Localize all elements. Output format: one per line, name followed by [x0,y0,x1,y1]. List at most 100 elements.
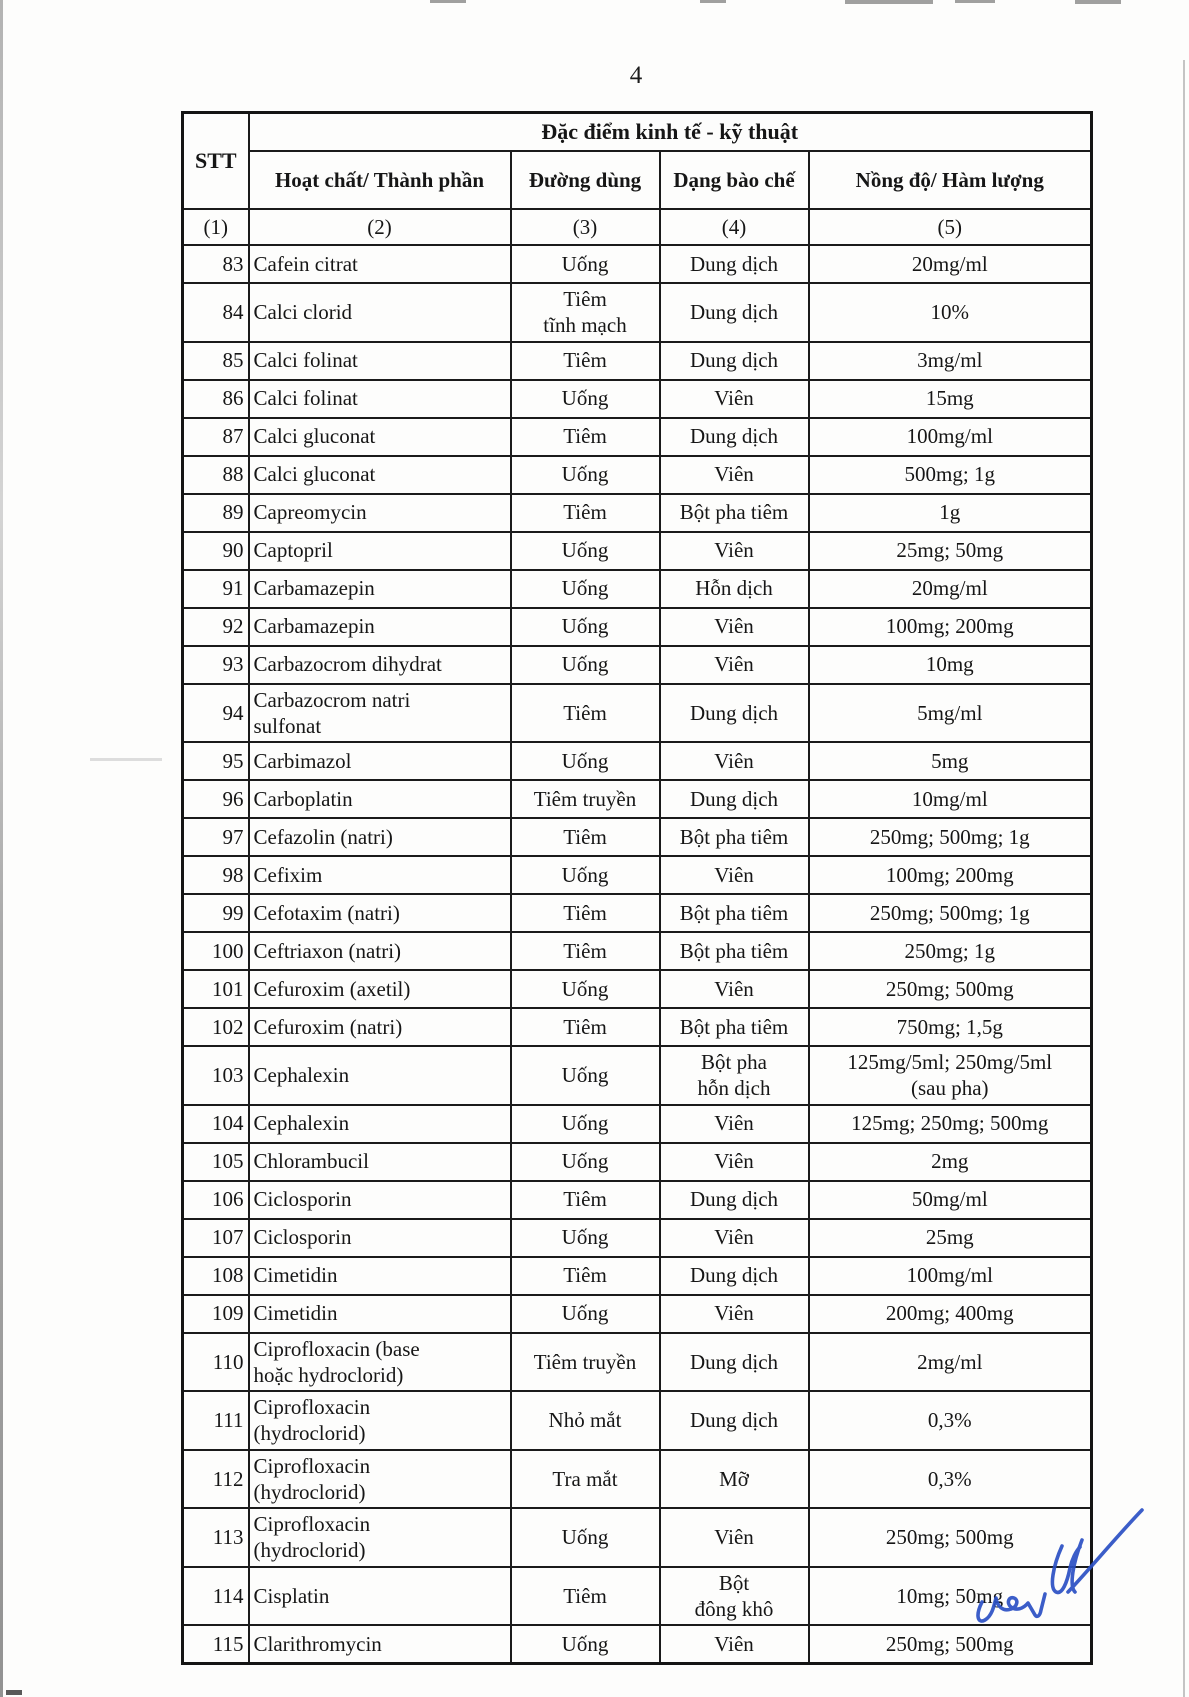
cell-route: Uống [509,1217,661,1258]
cell-stt: 108 [181,1255,250,1296]
cell-strength: 100mg; 200mg [807,606,1093,647]
cell-form: Dung dịch [658,282,810,343]
cell-name: Captopril [247,530,512,571]
table-row: 98 Cefixim Uống Viên 100mg; 200mg [181,855,1093,895]
cell-route: Tiêm tĩnh mạch [509,282,661,343]
cell-name: Calci gluconat [247,454,512,495]
column-header-stt: STT [181,111,250,210]
cell-route: Tiêm truyền [509,1331,661,1392]
cell-strength: 20mg/ml [807,568,1093,609]
index-cell-3: (3) [509,208,661,246]
cell-name: Carbamazepin [247,568,512,609]
cell-route: Uống [509,969,661,1009]
cell-name: Calci folinat [247,340,512,381]
cell-form: Dung dịch [658,682,810,743]
cell-stt: 106 [181,1179,250,1220]
cell-name: Cefuroxim (natri) [247,1007,512,1047]
table-row: 100 Ceftriaxon (natri) Tiêm Bột pha tiêm… [181,931,1093,971]
table-header-group-row: STT Đặc điểm kinh tế - kỹ thuật [181,111,1093,210]
cell-name: Calci gluconat [247,416,512,457]
cell-stt: 105 [181,1141,250,1182]
table-row: 101 Cefuroxim (axetil) Uống Viên 250mg; … [181,969,1093,1009]
cell-name: Cafein citrat [247,244,512,284]
table-row: 83 Cafein citrat Uống Dung dịch 20mg/ml [181,244,1093,284]
cell-name: Cisplatin [247,1565,512,1626]
cell-name: Clarithromycin [247,1624,512,1665]
cell-strength: 10% [807,282,1093,343]
cell-form: Viên [658,454,810,495]
table-row: 112 Ciprofloxacin (hydroclorid) Tra mắt … [181,1448,1093,1509]
cell-stt: 89 [181,492,250,533]
cell-name: Cefuroxim (axetil) [247,969,512,1009]
table-row: 109 Cimetidin Uống Viên 200mg; 400mg [181,1293,1093,1334]
cell-strength: 2mg [807,1141,1093,1182]
cell-route: Tiêm [509,1007,661,1047]
cell-name: Ciprofloxacin (hydroclorid) [247,1507,512,1568]
cell-strength: 100mg/ml [807,1255,1093,1296]
cell-strength: 5mg [807,741,1093,781]
cell-strength: 15mg [807,378,1093,419]
table-row: 96 Carboplatin Tiêm truyền Dung dịch 10m… [181,779,1093,819]
index-cell-2: (2) [247,208,512,246]
cell-form: Dung dịch [658,416,810,457]
cell-strength: 1g [807,492,1093,533]
table-row: 84 Calci clorid Tiêm tĩnh mạch Dung dịch… [181,282,1093,343]
cell-route: Uống [509,530,661,571]
cell-stt: 109 [181,1293,250,1334]
cell-route: Tiêm [509,817,661,857]
page-number: 4 [629,62,643,89]
cell-name: Cimetidin [247,1255,512,1296]
cell-route: Tiêm [509,931,661,971]
index-cell-4: (4) [658,208,810,246]
cell-strength: 50mg/ml [807,1179,1093,1220]
cell-route: Nhỏ mắt [509,1390,661,1451]
cell-route: Tiêm [509,893,661,933]
cell-route: Tiêm [509,682,661,743]
cell-stt: 93 [181,644,250,685]
cell-name: Calci folinat [247,378,512,419]
cell-form: Dung dịch [658,1390,810,1451]
table-row: 115 Clarithromycin Uống Viên 250mg; 500m… [181,1624,1093,1665]
cell-route: Uống [509,1045,661,1106]
cell-form: Viên [658,1217,810,1258]
cell-name: Carbazocrom natri sulfonat [247,682,512,743]
cell-strength: 10mg [807,644,1093,685]
cell-form: Dung dịch [658,244,810,284]
cell-strength: 100mg/ml [807,416,1093,457]
cell-strength: 250mg; 1g [807,931,1093,971]
cell-form: Bột đông khô [658,1565,810,1626]
cell-name: Ciclosporin [247,1217,512,1258]
cell-stt: 91 [181,568,250,609]
cell-stt: 113 [181,1507,250,1568]
scan-artifact [700,0,726,3]
cell-strength: 10mg/ml [807,779,1093,819]
cell-strength: 250mg; 500mg [807,1507,1093,1568]
table-row: 102 Cefuroxim (natri) Tiêm Bột pha tiêm … [181,1007,1093,1047]
cell-name: Ceftriaxon (natri) [247,931,512,971]
cell-stt: 97 [181,817,250,857]
cell-stt: 114 [181,1565,250,1626]
table-index-row: (1) (2) (3) (4) (5) [181,208,1093,246]
table-header-columns-row: Hoạt chất/ Thành phần Đường dùng Dạng bà… [183,150,1093,210]
cell-name: Cefotaxim (natri) [247,893,512,933]
table-row: 89 Capreomycin Tiêm Bột pha tiêm 1g [181,492,1093,533]
cell-form: Viên [658,1624,810,1665]
table-row: 108 Cimetidin Tiêm Dung dịch 100mg/ml [181,1255,1093,1296]
cell-form: Viên [658,606,810,647]
table-row: 86 Calci folinat Uống Viên 15mg [181,378,1093,419]
drug-table: STT Đặc điểm kinh tế - kỹ thuật Hoạt chấ… [181,111,1093,1665]
cell-form: Viên [658,644,810,685]
cell-form: Bột pha tiêm [658,817,810,857]
table-row: 107 Ciclosporin Uống Viên 25mg [181,1217,1093,1258]
cell-name: Carbimazol [247,741,512,781]
cell-form: Dung dịch [658,1179,810,1220]
cell-form: Dung dịch [658,779,810,819]
cell-form: Viên [658,1507,810,1568]
column-header-form: Dạng bào chế [658,150,810,210]
scan-artifact [430,0,466,3]
scan-artifact [955,0,995,3]
table-row: 88 Calci gluconat Uống Viên 500mg; 1g [181,454,1093,495]
cell-name: Carbamazepin [247,606,512,647]
cell-name: Cephalexin [247,1045,512,1106]
cell-name: Ciprofloxacin (hydroclorid) [247,1448,512,1509]
